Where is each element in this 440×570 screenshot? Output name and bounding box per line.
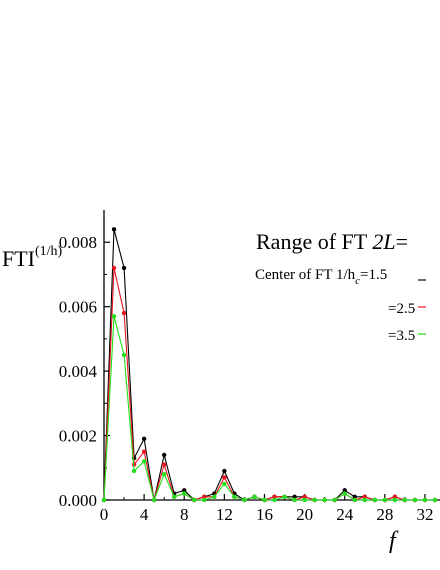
data-point <box>232 494 237 499</box>
data-point <box>141 449 147 454</box>
range-annotation-var: 2L <box>372 229 395 254</box>
series-layer <box>101 227 438 503</box>
legend-label-series-2: =3.5 <box>388 328 415 344</box>
data-point <box>302 494 307 499</box>
data-point <box>302 497 307 503</box>
data-point <box>342 491 347 496</box>
data-point <box>182 491 187 496</box>
x-axis-label: f <box>389 528 399 554</box>
data-point <box>292 494 297 499</box>
data-point <box>182 488 187 493</box>
data-point <box>141 459 147 464</box>
y-axis-label-superscript: (1/h) <box>35 244 63 259</box>
data-point <box>151 497 157 503</box>
x-tick-label: 28 <box>376 505 393 524</box>
legend-title-text: Center of FT 1/h <box>255 267 356 283</box>
legend-title-sub: c <box>355 275 360 287</box>
data-point <box>161 462 167 467</box>
data-point <box>352 497 357 503</box>
data-point <box>312 497 317 503</box>
data-point <box>111 314 117 319</box>
data-point <box>352 494 357 499</box>
data-point <box>131 468 137 474</box>
data-point <box>382 497 388 503</box>
data-point <box>252 494 257 499</box>
data-point <box>101 497 107 503</box>
data-point <box>272 494 277 499</box>
x-tick-label: 0 <box>100 505 109 524</box>
range-annotation: Range of FT 2L= <box>256 229 408 254</box>
data-point <box>242 497 247 503</box>
y-tick-label: 0.004 <box>59 362 98 381</box>
data-point <box>222 468 227 474</box>
y-tick-label: 0.008 <box>59 233 97 252</box>
data-point <box>282 494 287 499</box>
data-point <box>202 497 207 503</box>
y-tick-label: 0.000 <box>59 491 97 510</box>
series-line <box>103 267 435 501</box>
data-point <box>121 310 127 316</box>
series-1 <box>101 265 438 503</box>
data-point <box>222 481 227 487</box>
y-tick-label: 0.006 <box>59 298 97 317</box>
data-point <box>141 436 147 441</box>
data-point <box>212 494 217 499</box>
data-point <box>332 497 337 503</box>
x-tick-label: 20 <box>296 505 313 524</box>
range-annotation-suffix: = <box>396 229 408 254</box>
data-point <box>222 475 227 480</box>
data-point <box>412 497 418 503</box>
data-point <box>432 497 438 503</box>
data-point <box>121 265 127 271</box>
data-point <box>362 497 367 503</box>
data-point <box>292 497 297 503</box>
series-line <box>103 316 435 502</box>
x-tick-label: 24 <box>336 505 354 524</box>
y-axis-label: FTI(1/h) <box>2 244 63 271</box>
data-point <box>161 452 167 458</box>
data-point <box>172 494 177 499</box>
data-point <box>392 497 398 503</box>
y-axis-label-main: FTI <box>2 246 35 271</box>
data-point <box>362 494 367 499</box>
data-point <box>161 472 167 477</box>
x-tick-label: 32 <box>416 505 433 524</box>
data-point <box>262 497 267 503</box>
data-point <box>402 497 408 503</box>
y-tick-label: 0.002 <box>59 427 97 446</box>
x-tick-label: 8 <box>180 505 189 524</box>
series-2 <box>101 314 438 503</box>
data-point <box>372 497 378 503</box>
data-point <box>322 497 327 503</box>
legend-title-series-0: =1.5 <box>360 267 387 283</box>
legend-label-series-1: =2.5 <box>388 301 415 317</box>
data-point <box>392 494 398 499</box>
data-point <box>202 494 207 499</box>
data-point <box>121 352 127 358</box>
data-point <box>342 488 347 493</box>
data-point <box>422 497 428 503</box>
range-annotation-text: Range of FT <box>256 229 368 254</box>
data-point <box>192 497 197 503</box>
data-point <box>111 227 117 232</box>
x-tick-label: 4 <box>140 505 149 524</box>
data-point <box>272 497 277 503</box>
legend-title: Center of FT 1/hc=1.5 <box>255 267 387 287</box>
data-point <box>111 265 117 271</box>
x-tick-label: 12 <box>216 505 233 524</box>
x-tick-label: 16 <box>256 505 273 524</box>
